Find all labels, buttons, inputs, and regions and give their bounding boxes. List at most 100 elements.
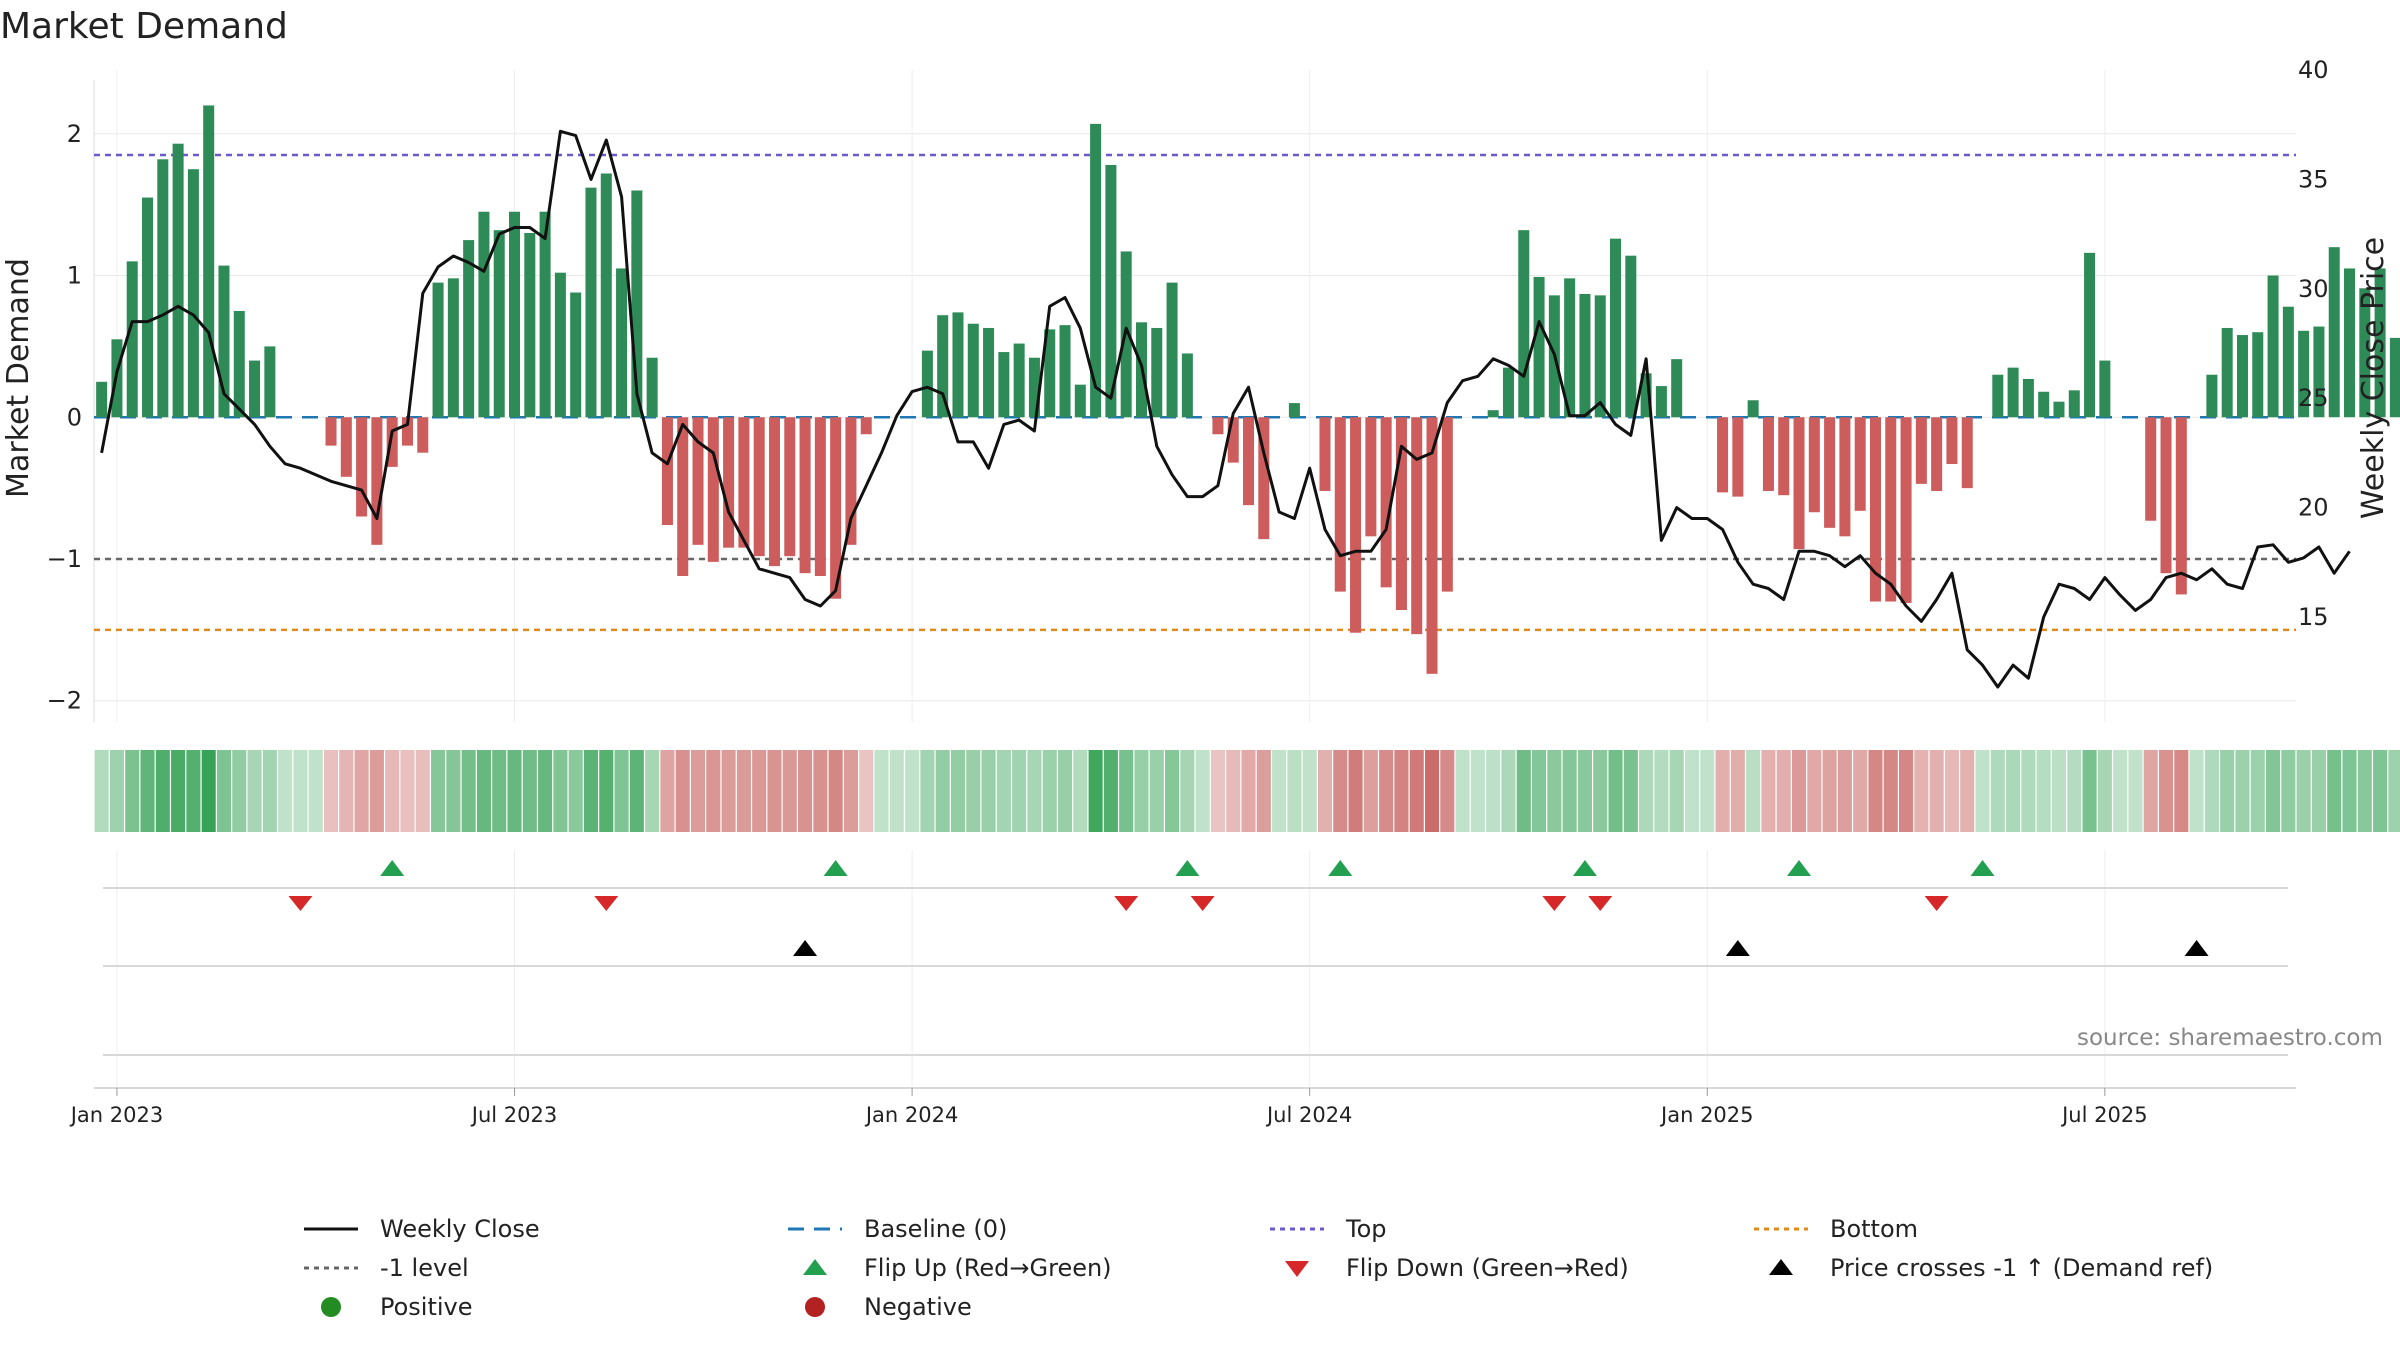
heat-cell bbox=[492, 750, 507, 832]
heat-cell bbox=[2174, 750, 2189, 832]
heat-cell bbox=[2373, 750, 2388, 832]
heat-cell bbox=[2143, 750, 2158, 832]
heat-cell bbox=[1944, 750, 1959, 832]
heat-cell bbox=[431, 750, 446, 832]
heat-cell bbox=[2235, 750, 2250, 832]
flip-down-marker bbox=[1114, 896, 1139, 911]
flip-down-marker bbox=[594, 896, 619, 911]
demand-bar bbox=[1350, 417, 1362, 633]
heat-cell bbox=[1700, 750, 1715, 832]
heat-cell bbox=[1623, 750, 1638, 832]
demand-bar bbox=[1564, 278, 1576, 418]
demand-bar bbox=[203, 105, 215, 418]
demand-bar bbox=[2359, 288, 2371, 418]
flip-up-marker bbox=[1328, 860, 1353, 876]
heat-cell bbox=[400, 750, 415, 832]
heat-cell bbox=[1853, 750, 1868, 832]
heat-cell bbox=[2113, 750, 2128, 832]
heat-cell bbox=[1547, 750, 1562, 832]
heat-cell bbox=[1317, 750, 1333, 832]
demand-bar bbox=[2389, 337, 2400, 418]
demand-bar bbox=[126, 261, 138, 418]
demand-bar bbox=[96, 381, 108, 418]
demand-bar bbox=[2236, 335, 2248, 418]
heat-cell bbox=[2006, 750, 2021, 832]
demand-bar bbox=[356, 417, 368, 517]
legend-label: Price crosses -1 ↑ (Demand ref) bbox=[1830, 1254, 2214, 1282]
demand-bar bbox=[1824, 417, 1836, 528]
demand-bar bbox=[1640, 373, 1652, 418]
demand-bar bbox=[447, 278, 459, 418]
heat-cell bbox=[461, 750, 476, 832]
demand-bar bbox=[1105, 164, 1117, 418]
heat-cell bbox=[125, 750, 140, 832]
heat-cell bbox=[1486, 750, 1501, 832]
demand-bar bbox=[1747, 400, 1759, 418]
heat-cell bbox=[553, 750, 568, 832]
demand-bar bbox=[1243, 417, 1255, 506]
heat-cell bbox=[262, 750, 277, 832]
heat-cell bbox=[308, 750, 323, 832]
demand-bar bbox=[707, 417, 719, 562]
heat-cell bbox=[660, 750, 675, 832]
x-tick-label: Jan 2023 bbox=[69, 1103, 164, 1127]
demand-bar bbox=[1365, 417, 1377, 537]
demand-bar bbox=[1319, 417, 1331, 491]
heat-cell bbox=[2036, 750, 2051, 832]
heat-cell bbox=[1027, 750, 1042, 832]
heat-cell bbox=[859, 750, 874, 832]
weekly-close-line bbox=[100, 129, 2351, 689]
demand-bar bbox=[570, 292, 582, 418]
price-cross-marker bbox=[1725, 940, 1750, 956]
heat-cell bbox=[1868, 750, 1883, 832]
heat-cell bbox=[216, 750, 232, 832]
demand-bar bbox=[2221, 327, 2233, 418]
legend-baseline: Baseline (0) bbox=[784, 1214, 1007, 1244]
heat-cell bbox=[2097, 750, 2112, 832]
demand-bar bbox=[2038, 391, 2050, 418]
heat-cell bbox=[232, 750, 247, 832]
heat-cell bbox=[828, 750, 843, 832]
demand-bar bbox=[845, 417, 857, 545]
demand-bar bbox=[478, 211, 490, 418]
heat-cell bbox=[1822, 750, 1837, 832]
legend-price-cross: Price crosses -1 ↑ (Demand ref) bbox=[1750, 1253, 2213, 1283]
heat-cell bbox=[599, 750, 614, 832]
demand-bar bbox=[2175, 417, 2187, 595]
heat-cell bbox=[1363, 750, 1378, 832]
demand-bar bbox=[723, 417, 735, 548]
heat-cell bbox=[568, 750, 583, 832]
y-tick-label: 0 bbox=[67, 403, 82, 431]
demand-bar bbox=[1594, 295, 1606, 418]
heat-cell bbox=[1073, 750, 1088, 832]
demand-bar bbox=[2328, 247, 2340, 418]
demand-bar bbox=[738, 417, 750, 548]
heat-cell bbox=[369, 750, 384, 832]
heat-cell bbox=[1562, 750, 1577, 832]
demand-bar bbox=[1946, 417, 1958, 465]
demand-bar bbox=[2007, 367, 2019, 418]
heat-cell bbox=[1746, 750, 1761, 832]
heat-cell bbox=[1837, 750, 1852, 832]
price-line bbox=[100, 129, 2351, 689]
demand-bar bbox=[2313, 326, 2325, 418]
grid-lines bbox=[93, 70, 2296, 1090]
y2-tick-label: 15 bbox=[2298, 603, 2329, 631]
demand-bar bbox=[187, 169, 199, 418]
demand-bar bbox=[1502, 367, 1514, 418]
demand-bar bbox=[2282, 306, 2294, 418]
heat-cell bbox=[507, 750, 522, 832]
demand-bar bbox=[1625, 255, 1637, 418]
right-axis: 40 35 30 25 20 15 bbox=[2298, 56, 2329, 631]
heat-cell bbox=[1287, 750, 1302, 832]
heat-cell bbox=[1424, 750, 1440, 832]
flip-up-marker bbox=[1787, 860, 1812, 876]
heat-cell bbox=[706, 750, 721, 832]
demand-bar bbox=[539, 211, 551, 418]
heat-cell bbox=[935, 750, 950, 832]
legend: Weekly Close Baseline (0) Top Bottom -1 … bbox=[300, 1214, 2250, 1334]
flip-up-marker bbox=[1175, 860, 1200, 876]
heat-cell bbox=[966, 750, 981, 832]
demand-bar bbox=[172, 143, 184, 418]
y2-tick-label: 40 bbox=[2298, 56, 2329, 84]
